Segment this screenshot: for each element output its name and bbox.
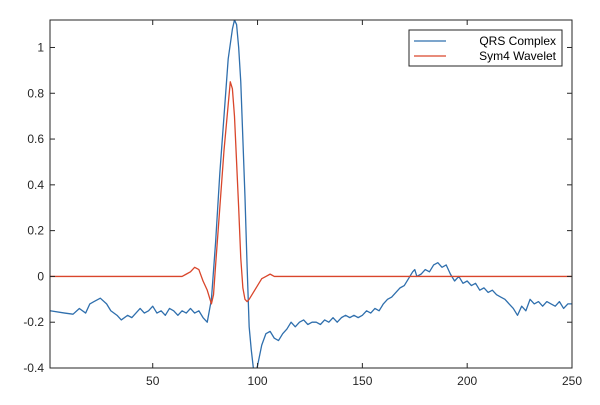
series-line-qrs-complex bbox=[50, 20, 572, 368]
legend-label: QRS Complex bbox=[479, 34, 556, 48]
x-tick-label: 250 bbox=[562, 374, 582, 388]
legend-label: Sym4 Wavelet bbox=[479, 49, 557, 63]
x-tick-label: 200 bbox=[457, 374, 477, 388]
axes-layer: 50 100 150 200 250 -0.4 -0.2 0 0.2 0.4 0.6 0.8 1 bbox=[23, 19, 582, 388]
series-line-sym4-wavelet bbox=[50, 81, 572, 305]
y-tick-label: -0.2 bbox=[23, 315, 44, 329]
y-tick-label: 1 bbox=[37, 40, 44, 54]
y-tick-label: 0.4 bbox=[27, 178, 44, 192]
series-layer bbox=[50, 20, 572, 368]
y-tick-label: 0.6 bbox=[27, 132, 44, 146]
y-tick-label: 0.2 bbox=[27, 224, 44, 238]
x-tick-label: 100 bbox=[248, 374, 268, 388]
x-tick-label: 50 bbox=[146, 374, 160, 388]
legend-box bbox=[408, 29, 563, 67]
y-tick-label: 0 bbox=[37, 269, 44, 283]
axes-box bbox=[49, 19, 573, 369]
plot-area bbox=[50, 20, 572, 368]
y-tick-label: 0.8 bbox=[27, 86, 44, 100]
x-tick-label: 150 bbox=[352, 374, 372, 388]
y-tick-label: -0.4 bbox=[23, 361, 44, 375]
